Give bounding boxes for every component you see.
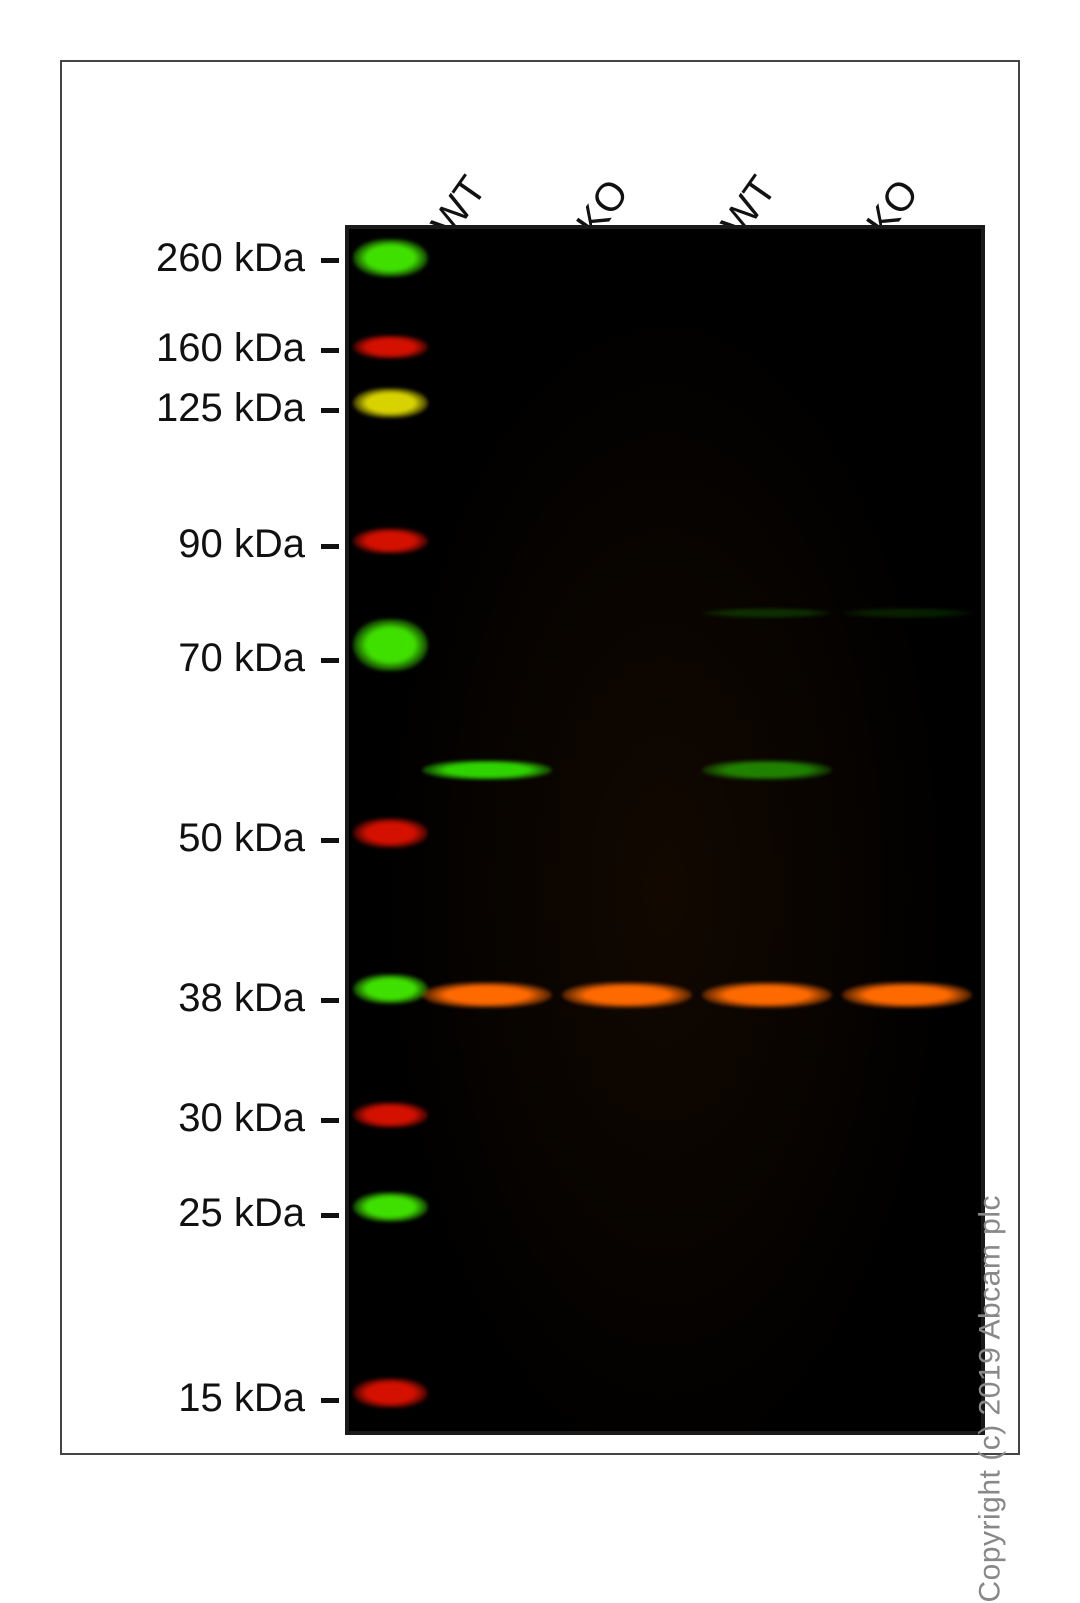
band: [422, 982, 552, 1008]
mw-label: 90 kDa: [85, 522, 305, 567]
mw-tick: [321, 258, 339, 263]
western-blot: [345, 225, 985, 1435]
band: [353, 388, 428, 418]
band: [353, 528, 428, 554]
mw-label: 30 kDa: [85, 1096, 305, 1141]
mw-label: 15 kDa: [85, 1376, 305, 1421]
mw-tick: [321, 348, 339, 353]
mw-label: 260 kDa: [85, 236, 305, 281]
mw-tick: [321, 838, 339, 843]
mw-tick: [321, 1213, 339, 1218]
band: [702, 608, 832, 618]
band: [353, 1378, 428, 1408]
band: [842, 982, 972, 1008]
mw-tick: [321, 658, 339, 663]
mw-tick: [321, 1398, 339, 1403]
mw-label: 25 kDa: [85, 1191, 305, 1236]
mw-label: 50 kDa: [85, 816, 305, 861]
band: [562, 982, 692, 1008]
figure-frame: 260 kDa 160 kDa 125 kDa 90 kDa 70 kDa 50 kDa 3…: [60, 60, 1020, 1455]
mw-tick: [321, 998, 339, 1003]
mw-label: 160 kDa: [85, 326, 305, 371]
mw-tick: [321, 1118, 339, 1123]
mw-tick: [321, 544, 339, 549]
band: [702, 760, 832, 780]
band: [702, 982, 832, 1008]
mw-label: 70 kDa: [85, 636, 305, 681]
mw-tick: [321, 408, 339, 413]
band: [353, 974, 428, 1004]
band: [422, 760, 552, 780]
copyright-text: Copyright (c) 2019 Abcam plc: [974, 1195, 1008, 1603]
band: [353, 239, 428, 277]
band: [353, 818, 428, 848]
band: [353, 1192, 428, 1222]
band: [353, 1102, 428, 1128]
band: [353, 619, 428, 671]
band: [353, 335, 428, 359]
mw-label: 125 kDa: [85, 386, 305, 431]
band: [842, 608, 972, 618]
mw-label: 38 kDa: [85, 976, 305, 1021]
